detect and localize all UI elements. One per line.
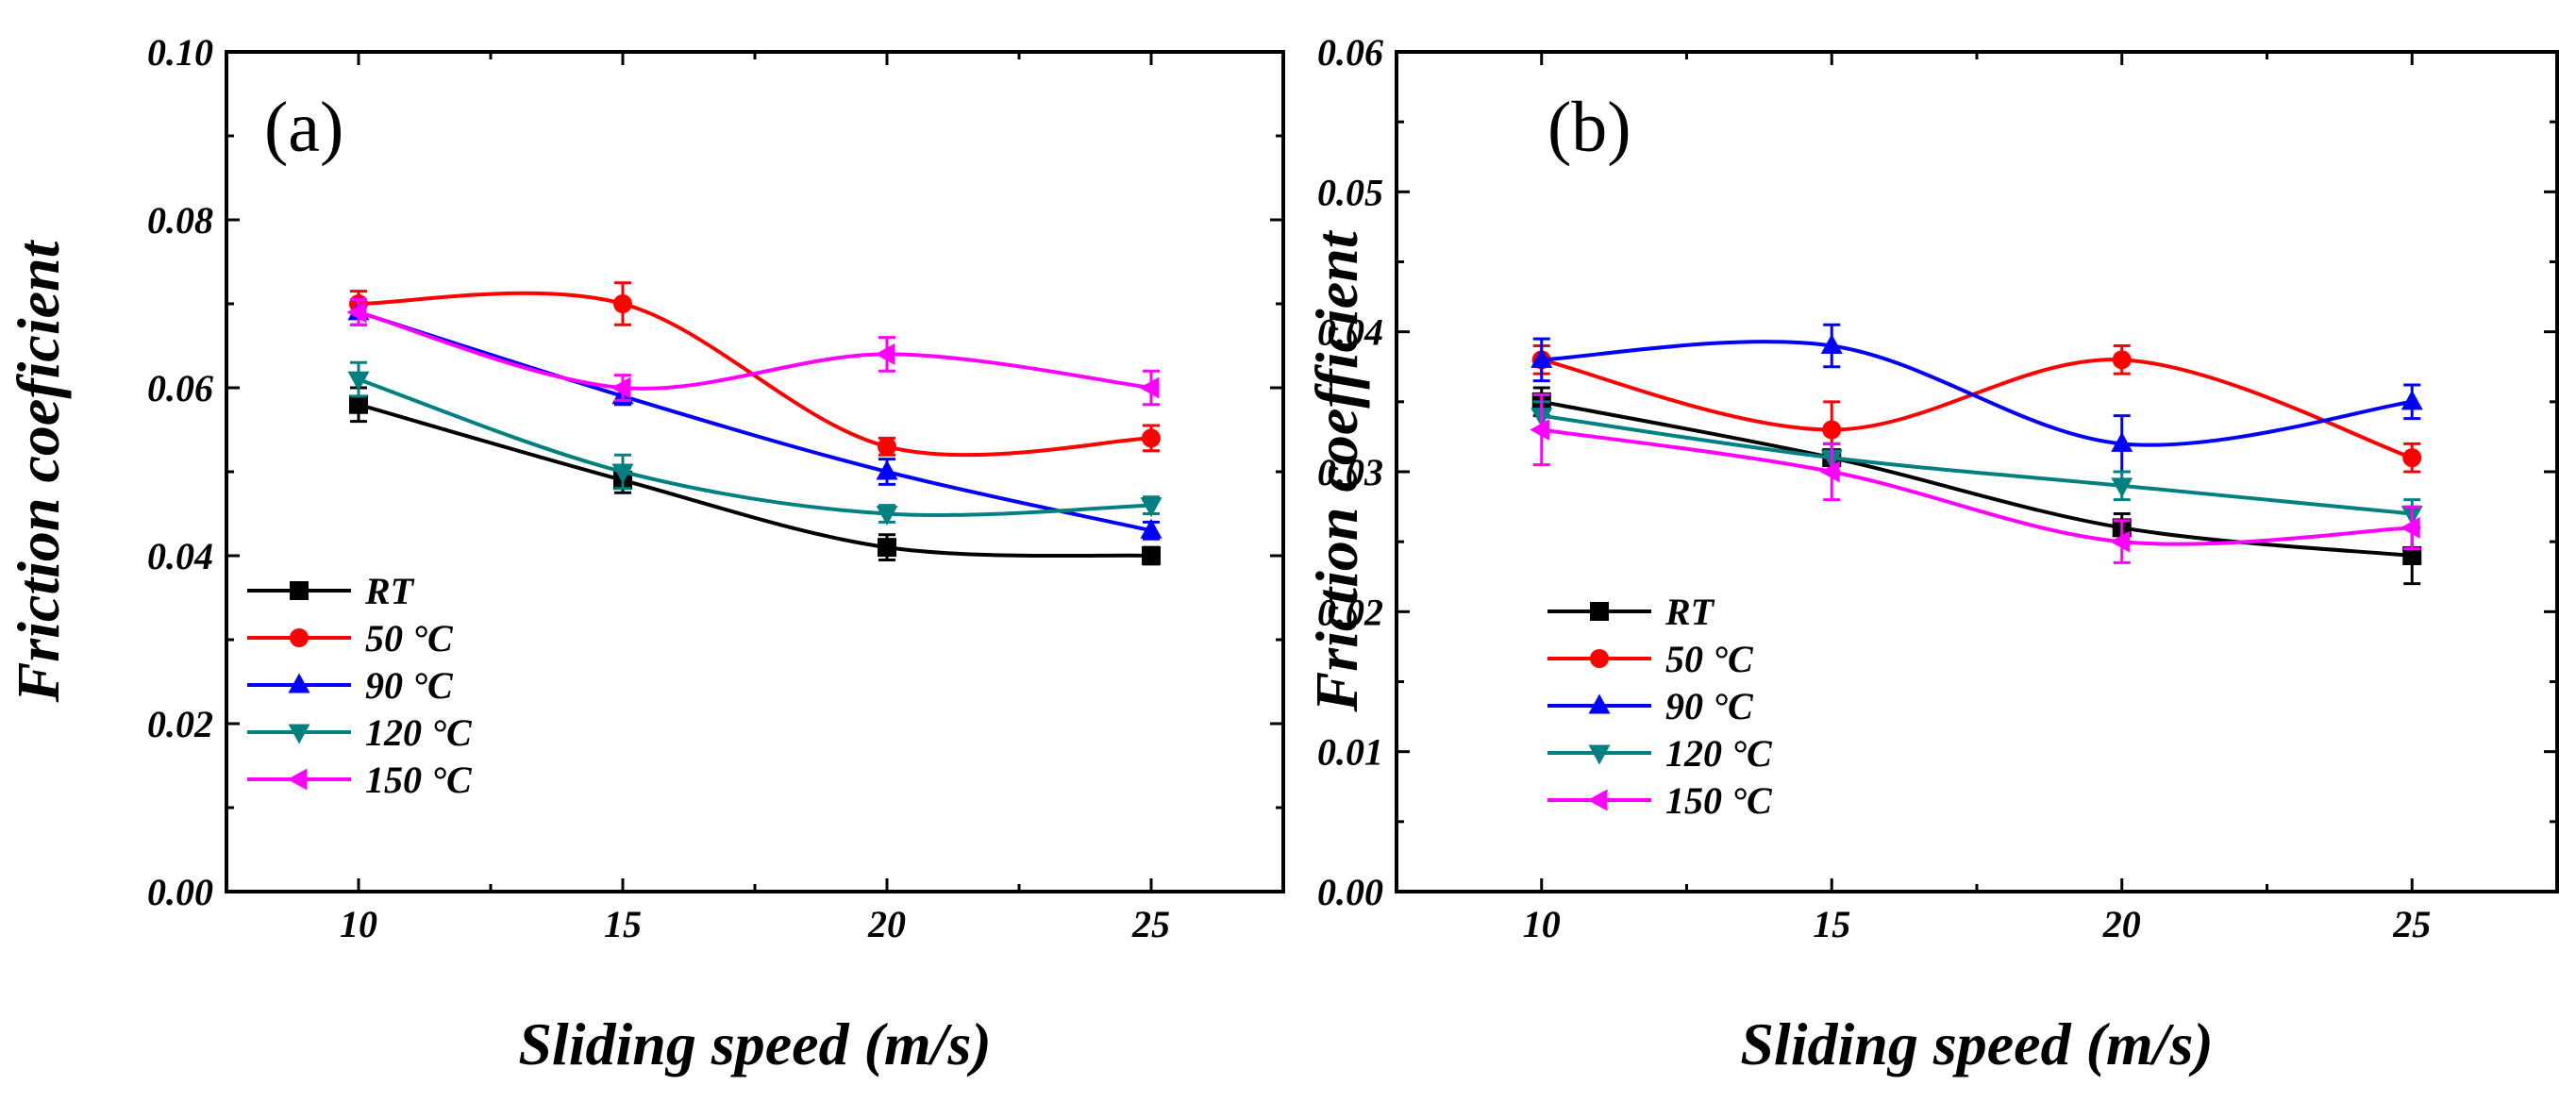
y-tick-label: 0.08: [147, 199, 213, 242]
y-tick-label: 0.05: [1317, 171, 1383, 213]
panel-label: (b): [1547, 88, 1631, 167]
y-tick-label: 0.02: [1317, 591, 1383, 633]
series-line: [358, 291, 1152, 458]
legend-label: 150 °C: [365, 759, 473, 801]
data-point: [1531, 347, 1553, 368]
data-point: [875, 342, 895, 365]
x-axis-title: Sliding speed (m/s): [1740, 1010, 2213, 1077]
data-point: [878, 538, 896, 558]
legend-label: RT: [1664, 591, 1715, 633]
legend-label: 90 °C: [365, 664, 454, 707]
series-50c: [1531, 344, 2422, 474]
y-tick-label: 0.02: [147, 703, 213, 745]
legend-marker: [1587, 789, 1608, 811]
series-line: [1541, 358, 2413, 460]
x-tick-label: 15: [604, 903, 642, 945]
data-point: [2400, 390, 2423, 410]
data-point: [2402, 448, 2422, 468]
data-point: [1140, 518, 1163, 539]
y-axis-title: Friction coefficient: [1303, 229, 1370, 712]
series-90c: [347, 298, 1163, 541]
y-axis-title: Friction coeficient: [5, 239, 72, 703]
data-point: [876, 506, 898, 526]
legend-marker: [290, 628, 309, 647]
series-line: [1541, 340, 2413, 447]
series-rt: [1531, 386, 2422, 586]
x-tick-label: 20: [867, 903, 906, 945]
legend-label: 120 °C: [1665, 732, 1773, 775]
data-point: [1822, 420, 1842, 440]
legend-label: RT: [364, 570, 415, 612]
legend-marker: [288, 724, 310, 744]
data-point: [2111, 431, 2133, 452]
series-120c: [347, 360, 1163, 526]
series-line: [358, 377, 1152, 518]
data-point: [1142, 546, 1161, 565]
y-tick-label: 0.00: [1317, 871, 1383, 913]
series-150c: [1530, 392, 2421, 564]
y-tick-label: 0.00: [147, 871, 213, 913]
data-point: [611, 463, 634, 484]
legend-label: 50 °C: [365, 617, 454, 660]
y-tick-label: 0.01: [1317, 731, 1383, 774]
y-tick-label: 0.06: [147, 367, 213, 409]
x-tick-label: 25: [2392, 903, 2431, 945]
data-point: [1530, 419, 1550, 441]
data-point: [347, 371, 370, 392]
series-line: [358, 309, 1152, 533]
panel-b: 0.00 0.01 0.02 0.03 0.04 0.05 0.06 10 15 20 25 Slid…: [1303, 31, 2559, 1077]
x-tick-label: 15: [1813, 903, 1850, 945]
legend-label: 50 °C: [1665, 638, 1754, 680]
data-point: [2111, 477, 2133, 498]
legend-marker: [1590, 602, 1609, 621]
legend-marker: [287, 768, 308, 791]
legend-label: 150 °C: [1665, 779, 1773, 822]
data-point: [1820, 334, 1843, 354]
series-90c: [1531, 323, 2423, 474]
series-line: [358, 402, 1152, 559]
data-point: [611, 376, 631, 399]
data-point: [613, 294, 632, 313]
series-line: [1541, 413, 2413, 516]
series-line: [1541, 399, 2413, 558]
x-axis-title: Sliding speed (m/s): [518, 1010, 991, 1077]
legend-marker: [1588, 693, 1611, 714]
x-tick-label: 10: [1523, 903, 1561, 945]
series-rt: [349, 386, 1161, 566]
panel-a: 0.00 0.02 0.04 0.06 0.08 0.10 10 15 20 25 Sliding …: [5, 31, 1285, 1077]
legend-label: 90 °C: [1665, 685, 1754, 727]
data-point: [1142, 428, 1161, 448]
y-tick-label: 0.10: [147, 31, 213, 74]
y-tick-label: 0.04: [147, 535, 213, 577]
data-point: [349, 394, 368, 414]
data-point: [1140, 497, 1163, 518]
data-point: [878, 437, 896, 457]
y-tick-label: 0.03: [1317, 451, 1383, 493]
data-point: [2400, 516, 2420, 539]
y-tick-label: 0.06: [1317, 31, 1383, 74]
legend-label: 120 °C: [365, 711, 473, 754]
legend-marker: [290, 581, 309, 600]
series-150c: [346, 298, 1160, 407]
data-point: [346, 301, 367, 324]
legend-marker: [1588, 744, 1611, 765]
y-tick-label: 0.04: [1317, 311, 1383, 354]
data-point: [1139, 376, 1160, 399]
series-line: [358, 309, 1152, 391]
data-point: [2402, 546, 2422, 565]
x-tick-label: 25: [1131, 903, 1170, 945]
data-point: [2112, 350, 2132, 370]
panel-label: (a): [264, 88, 343, 167]
data-point: [876, 459, 898, 480]
legend-marker: [288, 673, 310, 693]
series-line: [1541, 427, 2413, 546]
x-tick-label: 10: [340, 903, 377, 945]
data-point: [1819, 460, 1840, 483]
x-tick-label: 20: [2102, 903, 2141, 945]
legend-marker: [1590, 649, 1609, 668]
data-point: [2110, 530, 2131, 553]
